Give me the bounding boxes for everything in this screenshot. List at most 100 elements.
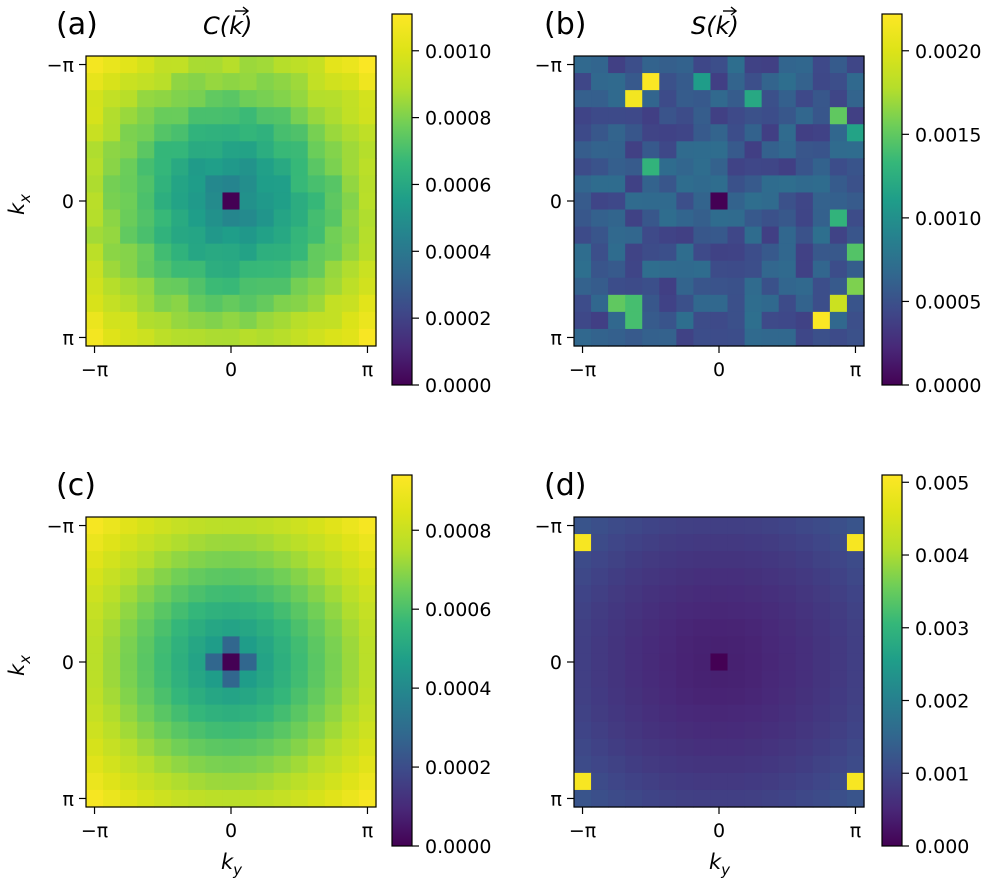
heatmap-cell (812, 328, 831, 347)
heatmap-cell (693, 534, 712, 552)
heatmap-cell (171, 260, 189, 279)
heatmap-cell (727, 534, 746, 552)
heatmap-cell (829, 260, 848, 279)
heatmap-cell (829, 653, 848, 672)
heatmap-cell (188, 738, 207, 757)
heatmap-cell (625, 107, 643, 125)
heatmap-cell (154, 158, 172, 177)
heatmap-cell (358, 209, 377, 228)
heatmap-cell (727, 192, 746, 211)
heatmap-cell (710, 56, 729, 74)
heatmap-cell (829, 772, 848, 791)
panel-label: (a) (56, 7, 98, 42)
heatmap-cell (608, 568, 626, 586)
colorbar-gradient (391, 474, 413, 847)
heatmap-cell (574, 789, 592, 808)
heatmap-cell (727, 585, 746, 603)
heatmap-cell (846, 73, 865, 91)
heatmap-cell (290, 141, 309, 159)
heatmap-cell (256, 158, 275, 177)
heatmap-cell (154, 704, 172, 723)
y-tick-label: 0 (550, 191, 562, 213)
heatmap-cell (591, 56, 609, 74)
heatmap-cell (307, 517, 326, 535)
heatmap-cell (727, 551, 746, 569)
heatmap-cell (608, 311, 626, 330)
heatmap-cell (171, 90, 189, 108)
heatmap-cell (710, 653, 729, 672)
heatmap-cell (591, 192, 609, 211)
heatmap (86, 56, 377, 347)
heatmap-cell (256, 517, 275, 535)
heatmap-cell (795, 551, 814, 569)
heatmap-cell (307, 755, 326, 774)
heatmap-cell (608, 90, 626, 108)
heatmap-cell (239, 687, 258, 706)
heatmap-cell (591, 551, 609, 569)
colorbar: 0.0000 0.0005 0.0010 0.0015 0.0020 (881, 13, 981, 397)
heatmap-cell (625, 209, 643, 228)
heatmap-cell (727, 738, 746, 757)
heatmap-cell (256, 192, 275, 211)
heatmap-cell (154, 141, 172, 159)
heatmap-cell (86, 585, 104, 603)
heatmap-cell (744, 551, 763, 569)
heatmap-cell (120, 158, 138, 177)
heatmap-cell (256, 585, 275, 603)
heatmap-cell (693, 704, 712, 723)
heatmap-cell (642, 192, 660, 211)
heatmap-cell (591, 260, 609, 279)
heatmap-cell (659, 260, 677, 279)
heatmap-cell (608, 294, 626, 313)
heatmap-cell (154, 585, 172, 603)
heatmap-cell (137, 107, 155, 125)
heatmap-cell (154, 107, 172, 125)
heatmap-cell (744, 158, 763, 177)
heatmap-cell (239, 602, 258, 620)
heatmap-cell (642, 534, 660, 552)
heatmap-cell (727, 226, 746, 245)
heatmap-cell (103, 517, 121, 535)
heatmap-cell (829, 192, 848, 211)
heatmap-cell (727, 721, 746, 740)
heatmap-cell (795, 636, 814, 655)
heatmap-cell (205, 260, 224, 279)
heatmap-cell (727, 158, 746, 177)
heatmap-cell (812, 636, 831, 655)
heatmap-cell (137, 687, 155, 706)
heatmap-cell (761, 687, 780, 706)
heatmap-cell (137, 772, 155, 791)
heatmap-cell (188, 90, 207, 108)
heatmap-cell (812, 209, 831, 228)
heatmap-cell (273, 670, 292, 689)
x-tick-label: π (362, 820, 373, 842)
heatmap-cell (710, 175, 729, 194)
heatmap-cell (188, 328, 207, 347)
heatmap-cell (290, 90, 309, 108)
heatmap-cell (239, 704, 258, 723)
heatmap-cell (761, 636, 780, 655)
heatmap-cell (693, 294, 712, 313)
heatmap-cell (273, 107, 292, 125)
heatmap-cell (256, 141, 275, 159)
heatmap-cell (659, 653, 677, 672)
heatmap-cell (273, 755, 292, 774)
heatmap-cell (256, 107, 275, 125)
heatmap-cell (171, 653, 189, 672)
heatmap-cell (693, 209, 712, 228)
heatmap-cell (710, 158, 729, 177)
heatmap-cell (324, 789, 343, 808)
heatmap-cell (744, 636, 763, 655)
heatmap-cell (642, 789, 660, 808)
heatmap-cell (205, 619, 224, 638)
heatmap-cell (778, 107, 797, 125)
heatmap-cell (154, 619, 172, 638)
heatmap-cell (693, 158, 712, 177)
heatmap-cell (829, 56, 848, 74)
heatmap-cell (154, 789, 172, 808)
heatmap-cell (642, 636, 660, 655)
heatmap-cell (256, 738, 275, 757)
heatmap-cell (693, 602, 712, 620)
heatmap-cell (341, 670, 360, 689)
